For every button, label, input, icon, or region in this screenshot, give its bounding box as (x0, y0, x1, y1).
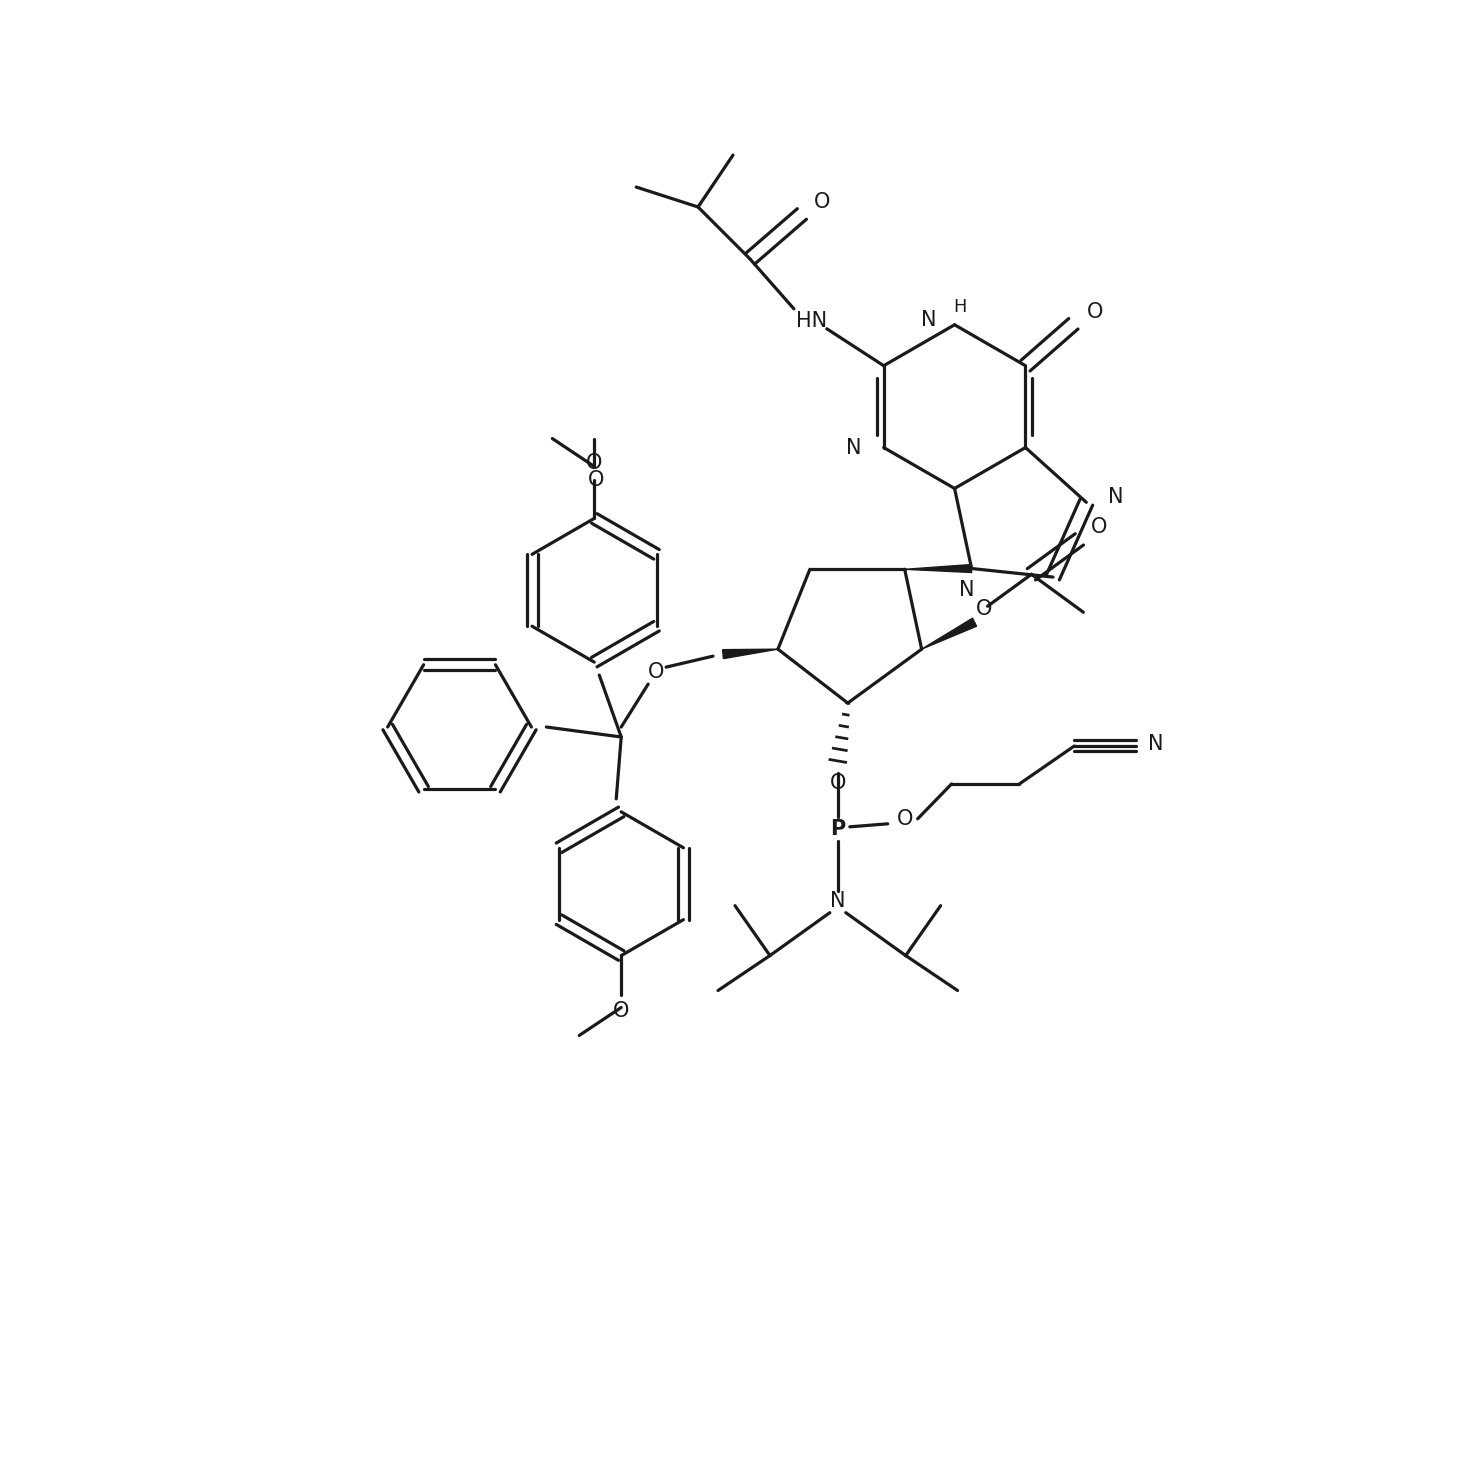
Text: O: O (586, 453, 602, 472)
Text: N: N (830, 891, 845, 910)
Text: O: O (589, 470, 605, 491)
Text: O: O (648, 662, 664, 682)
Text: N: N (847, 437, 861, 457)
Text: O: O (976, 599, 993, 619)
Text: O: O (829, 773, 847, 793)
Text: N: N (959, 580, 975, 600)
Text: H: H (953, 298, 966, 316)
Text: O: O (814, 191, 830, 212)
Polygon shape (723, 649, 777, 659)
Text: O: O (897, 809, 913, 828)
Text: HN: HN (796, 311, 827, 330)
Text: O: O (1092, 517, 1108, 538)
Text: N: N (1108, 488, 1124, 507)
Polygon shape (922, 618, 976, 649)
Text: O: O (1087, 302, 1103, 321)
Text: O: O (614, 1001, 630, 1021)
Text: P: P (830, 818, 845, 839)
Text: N: N (1149, 733, 1164, 754)
Text: N: N (920, 310, 937, 330)
Polygon shape (904, 564, 972, 573)
